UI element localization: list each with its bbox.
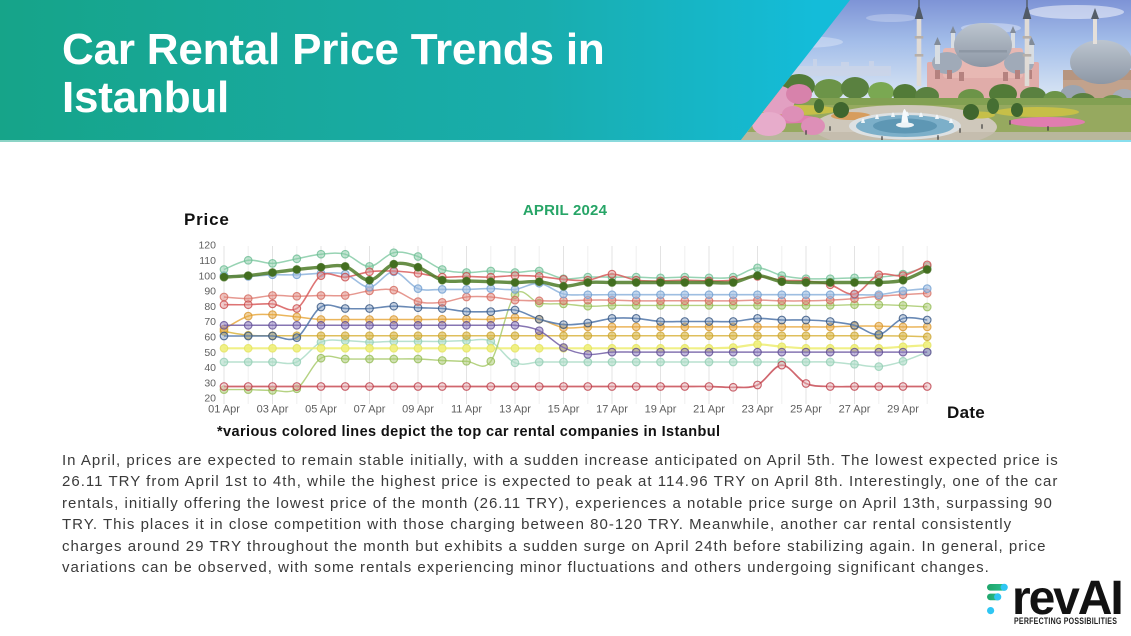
svg-text:120: 120	[198, 240, 216, 252]
svg-text:20: 20	[204, 393, 216, 405]
svg-text:80: 80	[204, 301, 216, 313]
svg-text:30: 30	[204, 377, 216, 389]
svg-text:60: 60	[204, 332, 216, 344]
svg-text:19 Apr: 19 Apr	[645, 404, 677, 416]
svg-text:05 Apr: 05 Apr	[305, 404, 337, 416]
svg-text:23 Apr: 23 Apr	[742, 404, 774, 416]
svg-text:70: 70	[204, 316, 216, 328]
svg-text:07 Apr: 07 Apr	[354, 404, 386, 416]
svg-text:110: 110	[199, 255, 216, 267]
svg-text:15 Apr: 15 Apr	[548, 404, 580, 416]
svg-text:17 Apr: 17 Apr	[596, 404, 628, 416]
svg-text:25 Apr: 25 Apr	[790, 404, 822, 416]
svg-text:100: 100	[198, 270, 216, 282]
svg-text:90: 90	[204, 286, 216, 298]
svg-text:03 Apr: 03 Apr	[257, 404, 289, 416]
svg-text:21 Apr: 21 Apr	[693, 404, 725, 416]
svg-text:11 Apr: 11 Apr	[451, 404, 482, 416]
svg-text:09 Apr: 09 Apr	[402, 404, 434, 416]
svg-text:27 Apr: 27 Apr	[839, 404, 871, 416]
svg-text:01 Apr: 01 Apr	[208, 404, 240, 416]
svg-text:29 Apr: 29 Apr	[887, 404, 919, 416]
svg-text:50: 50	[204, 347, 216, 359]
svg-text:13 Apr: 13 Apr	[499, 404, 531, 416]
svg-text:40: 40	[204, 362, 216, 374]
